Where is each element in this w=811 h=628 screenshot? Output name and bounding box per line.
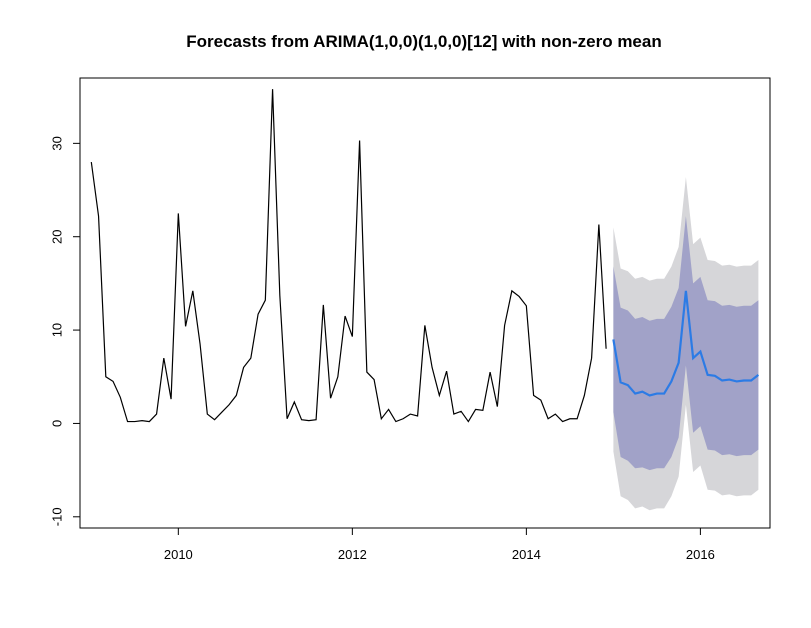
y-tick-label: 10 [49,323,64,337]
x-tick-label: 2010 [164,547,193,562]
chart-title: Forecasts from ARIMA(1,0,0)(1,0,0)[12] w… [186,32,661,51]
y-tick-label: 20 [49,229,64,243]
history-line [90,89,607,423]
y-axis: -10 0 10 20 30 [49,136,81,526]
series-lines [90,89,760,423]
band-80 [613,216,759,471]
x-tick-label: 2012 [338,547,367,562]
prediction-intervals [613,176,759,511]
x-tick-label: 2016 [686,547,715,562]
y-tick-label: 30 [49,136,64,150]
y-tick-label: 0 [49,420,64,427]
forecast-line [612,290,760,397]
x-axis: 2010 2012 2014 2016 [164,527,715,562]
y-tick-label: -10 [49,507,64,526]
x-tick-label: 2014 [512,547,541,562]
